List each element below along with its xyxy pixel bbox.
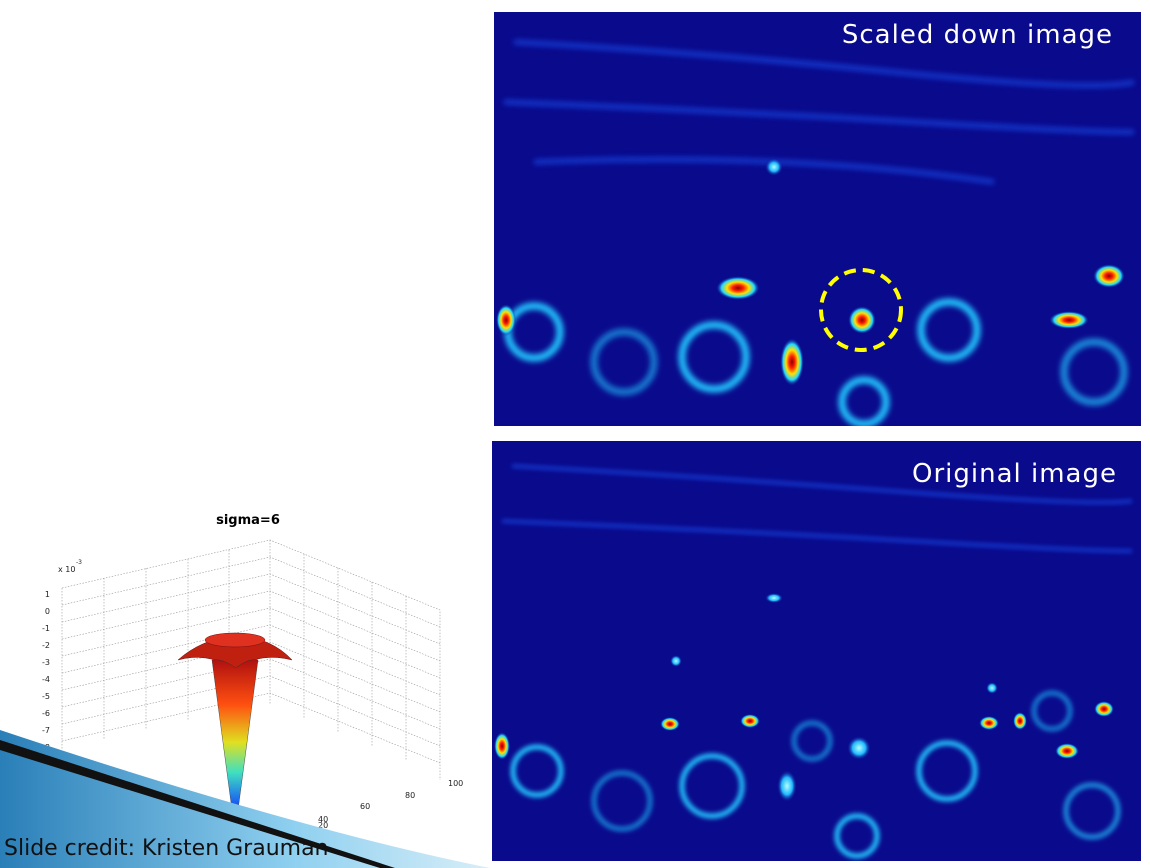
z-tick: -4: [42, 675, 50, 684]
response-blob: [765, 158, 783, 176]
z-tick: 0: [45, 607, 50, 616]
panel-label: Original image: [912, 459, 1117, 489]
x-tick: 100: [448, 779, 463, 788]
z-tick: -5: [42, 692, 50, 701]
slide-decoration-stripe: [0, 740, 395, 868]
response-blob: [979, 716, 999, 730]
exponent-label: x 10: [58, 565, 75, 574]
z-tick: -2: [42, 641, 50, 650]
x-tick: 60: [360, 802, 370, 811]
response-blob: [494, 732, 510, 760]
x-tick: 40: [318, 815, 328, 824]
exponent-power: -3: [76, 559, 82, 566]
response-blob: [496, 304, 516, 336]
response-blob: [1055, 743, 1079, 759]
surface-cone: [211, 659, 259, 811]
response-blob: [740, 714, 760, 728]
z-tick: -7: [42, 726, 50, 735]
response-blob: [1094, 701, 1114, 717]
surface-rim-top: [204, 632, 266, 648]
response-blob: [777, 770, 797, 802]
highlight-circle: [819, 268, 903, 352]
detected-blob-peak: [848, 306, 876, 334]
x-tick: 20: [318, 821, 328, 830]
response-blob: [1013, 712, 1027, 730]
response-blob: [847, 736, 871, 760]
plot-title: sigma=6: [216, 513, 280, 528]
log-surface-plot: sigma=6 x 10 -3 1 0 -1 -2 -3 -4 -5 -6 -7: [0, 513, 490, 868]
response-blob: [765, 593, 783, 603]
original-response-map: Original image: [492, 441, 1141, 861]
x-tick: 80: [405, 791, 415, 800]
response-blob: [1093, 264, 1125, 288]
scaled-down-response-image: [494, 12, 1141, 426]
slide-credit: Slide credit: Kristen Grauman: [4, 836, 329, 861]
scaled-down-response-map: Scaled down image: [494, 12, 1141, 426]
response-blob: [660, 717, 680, 731]
slide-decoration: [0, 730, 490, 868]
z-tick: -3: [42, 658, 50, 667]
response-blob: [780, 338, 804, 386]
response-blob: [986, 682, 998, 694]
panel-label: Scaled down image: [841, 20, 1113, 50]
z-tick: -6: [42, 709, 50, 718]
z-tick: 1: [45, 590, 50, 599]
response-blob: [1049, 311, 1089, 329]
original-response-image: [492, 441, 1141, 861]
response-blob: [716, 276, 760, 300]
z-tick: -1: [42, 624, 50, 633]
response-blob: [670, 655, 682, 667]
